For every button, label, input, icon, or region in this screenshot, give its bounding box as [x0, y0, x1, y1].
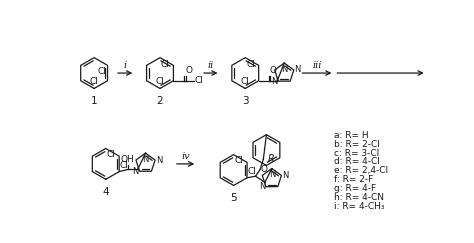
- Text: N: N: [142, 155, 149, 164]
- Text: N: N: [271, 77, 278, 86]
- Text: ii: ii: [208, 61, 214, 70]
- Text: 5: 5: [230, 193, 237, 203]
- Text: b: R= 2-Cl: b: R= 2-Cl: [334, 140, 380, 149]
- Text: Cl: Cl: [241, 77, 250, 86]
- Text: 3: 3: [242, 96, 248, 106]
- Text: O: O: [261, 165, 268, 174]
- Text: d: R= 4-Cl: d: R= 4-Cl: [334, 157, 380, 166]
- Text: Cl: Cl: [248, 167, 257, 176]
- Text: N: N: [132, 167, 139, 176]
- Text: a: R= H: a: R= H: [334, 131, 369, 140]
- Text: Cl: Cl: [97, 67, 106, 76]
- Text: O: O: [270, 66, 276, 75]
- Text: 1: 1: [91, 96, 98, 106]
- Text: N: N: [269, 170, 275, 179]
- Text: R: R: [268, 154, 275, 164]
- Text: Cl: Cl: [120, 161, 129, 170]
- Text: 2: 2: [157, 96, 164, 106]
- Text: N: N: [259, 182, 265, 191]
- Text: g: R= 4-F: g: R= 4-F: [334, 184, 376, 193]
- Text: f: R= 2-F: f: R= 2-F: [334, 175, 374, 184]
- Text: Cl: Cl: [90, 77, 99, 86]
- Text: N: N: [295, 65, 301, 74]
- Text: Cl: Cl: [107, 150, 115, 159]
- Text: OH: OH: [120, 155, 134, 164]
- Text: O: O: [185, 66, 192, 75]
- Text: iv: iv: [181, 152, 190, 161]
- Text: iii: iii: [312, 61, 322, 70]
- Text: N: N: [281, 65, 287, 74]
- Text: Cl: Cl: [194, 76, 203, 85]
- Text: Cl: Cl: [161, 60, 170, 69]
- Text: Cl: Cl: [155, 77, 164, 86]
- Text: i: R= 4-CH₃: i: R= 4-CH₃: [334, 202, 385, 211]
- Text: i: i: [124, 61, 127, 70]
- Text: N: N: [156, 156, 162, 165]
- Text: e: R= 2,4-Cl: e: R= 2,4-Cl: [334, 166, 389, 175]
- Text: c: R= 3-Cl: c: R= 3-Cl: [334, 148, 380, 157]
- Text: N: N: [282, 171, 289, 180]
- Text: Cl: Cl: [246, 60, 255, 69]
- Text: Cl: Cl: [235, 156, 243, 165]
- Text: 4: 4: [102, 187, 109, 197]
- Text: h: R= 4-CN: h: R= 4-CN: [334, 193, 384, 202]
